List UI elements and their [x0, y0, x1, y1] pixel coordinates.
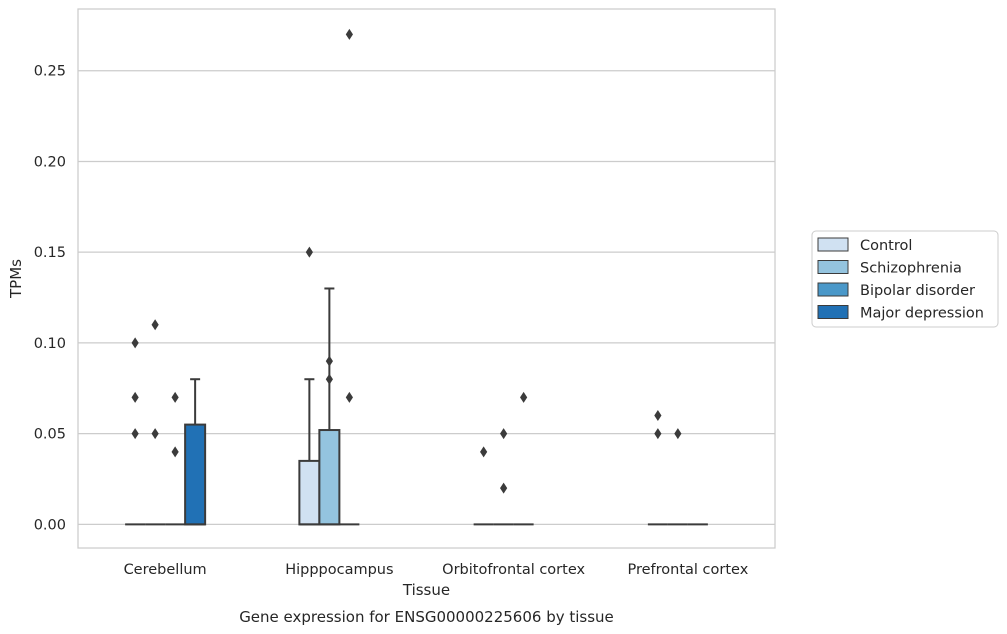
legend-swatch [817, 282, 849, 297]
outlier-point [151, 428, 159, 440]
x-tick-label: Hipppocampus [285, 562, 393, 578]
box-schizophrenia [145, 319, 166, 526]
legend-swatch [817, 305, 849, 319]
legend-label: Schizophrenia [860, 261, 962, 277]
outlier-point [325, 355, 333, 367]
outlier-point [500, 482, 508, 494]
outlier-point [345, 28, 353, 40]
box-schizophrenia [318, 287, 341, 526]
y-tick-label: 0.10 [34, 336, 66, 352]
outlier-point [654, 428, 662, 440]
y-tick-label: 0.00 [34, 517, 66, 533]
outlier-point [131, 337, 139, 349]
x-tick-label: Orbitofrontal cortex [442, 562, 585, 578]
outlier-point [131, 428, 139, 440]
y-tick-label: 0.25 [34, 64, 66, 80]
legend-label: Bipolar disorder [860, 283, 975, 299]
boxes [125, 28, 708, 526]
outlier-point [325, 373, 333, 385]
outlier-point [151, 319, 159, 331]
outlier-point [171, 446, 179, 458]
plot-frame [77, 8, 776, 549]
x-tick-label: Prefrontal cortex [627, 562, 748, 578]
box-schizophrenia [667, 428, 688, 526]
outlier-point [520, 391, 528, 403]
box-bipolar-disorder [339, 28, 360, 526]
y-axis-label: TPMs [7, 259, 25, 299]
box-bipolar-disorder [513, 391, 534, 526]
x-axis-label: Tissue [402, 581, 450, 599]
box-bipolar-disorder [165, 391, 186, 526]
box-body [298, 459, 321, 526]
y-tick-label: 0.20 [34, 154, 66, 170]
box-control [473, 446, 494, 526]
legend: Control Schizophrenia Bipolar disorder Majo… [811, 230, 999, 328]
outlier-point [480, 446, 488, 458]
x-tick-label: Cerebellum [124, 562, 207, 578]
legend-label: Control [860, 238, 912, 254]
legend-label: Major depression [860, 306, 984, 322]
outlier-point [500, 428, 508, 440]
legend-swatch [817, 237, 849, 252]
x-axis-ticks: Cerebellum Hipppocampus Orbitofrontal cort… [124, 562, 749, 578]
outlier-point [345, 391, 353, 403]
box-body [318, 429, 341, 526]
box-control [125, 337, 146, 526]
legend-swatch [817, 260, 849, 274]
y-tick-label: 0.05 [34, 427, 66, 443]
y-tick-label: 0.15 [34, 245, 66, 261]
box-control [647, 410, 668, 526]
y-axis-ticks: 0.00 0.05 0.10 0.15 0.20 0.25 [34, 64, 66, 534]
outlier-point [674, 428, 682, 440]
legend-frame [811, 230, 999, 328]
outlier-point [305, 246, 313, 258]
box-schizophrenia [493, 428, 514, 526]
outlier-point [654, 410, 662, 422]
box-body [184, 423, 207, 526]
outlier-point [171, 391, 179, 403]
box-major-depression [184, 378, 207, 526]
outlier-point [131, 391, 139, 403]
chart-caption: Gene expression for ENSG00000225606 by t… [239, 608, 614, 626]
